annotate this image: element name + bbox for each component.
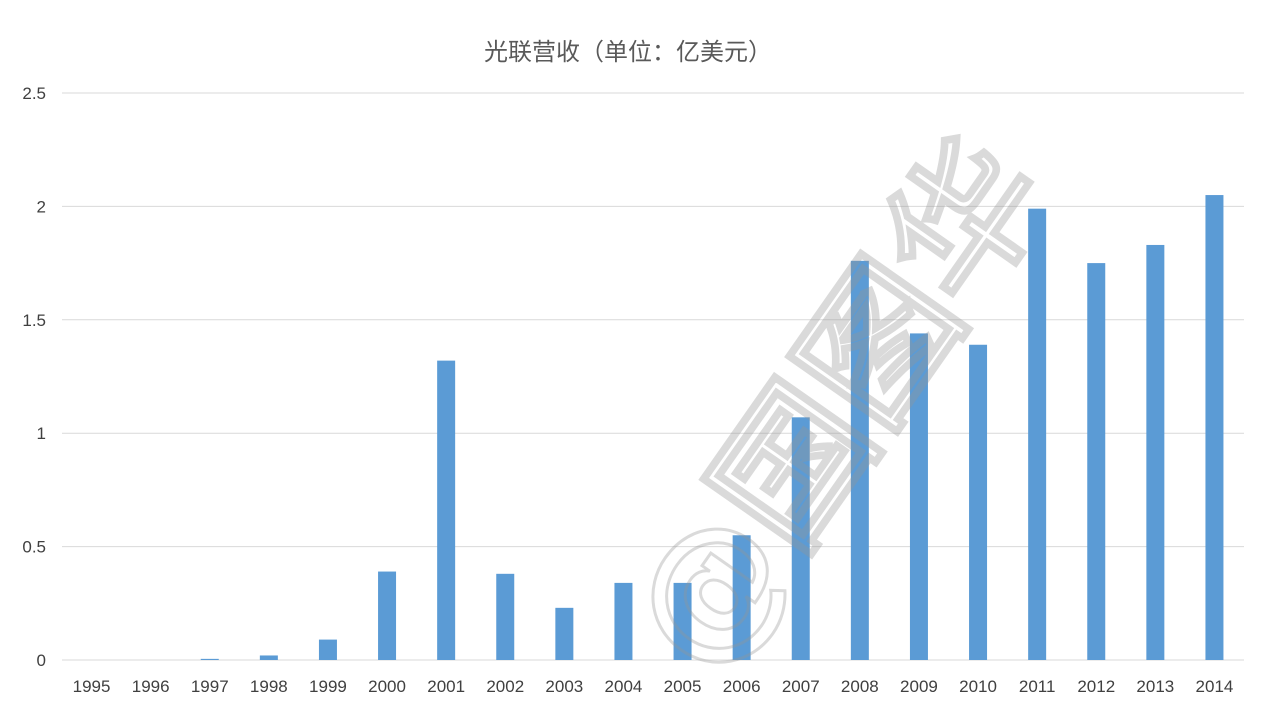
- bar-1998: [259, 655, 278, 660]
- y-tick-label: 0.5: [22, 538, 46, 557]
- x-tick-label: 1996: [132, 677, 170, 696]
- bar-2012: [1087, 263, 1106, 660]
- bar-2000: [378, 571, 397, 660]
- x-tick-label: 2001: [427, 677, 465, 696]
- bar-2002: [496, 573, 515, 660]
- bar-2001: [437, 360, 456, 660]
- bar-2006: [732, 535, 751, 660]
- bar-2013: [1146, 244, 1165, 660]
- bar-2004: [614, 582, 633, 660]
- x-tick-label: 2004: [605, 677, 643, 696]
- chart-title: 光联营收（单位：亿美元）: [484, 38, 772, 66]
- x-tick-label: 1998: [250, 677, 288, 696]
- x-tick-label: 2007: [782, 677, 820, 696]
- x-tick-label: 2013: [1136, 677, 1174, 696]
- x-tick-label: 2002: [486, 677, 524, 696]
- bar-2010: [969, 344, 988, 660]
- bar-2008: [850, 260, 869, 660]
- bar-2003: [555, 607, 574, 660]
- bar-2009: [909, 333, 928, 660]
- x-tick-label: 1999: [309, 677, 347, 696]
- bar-2014: [1205, 195, 1224, 660]
- x-tick-label: 2011: [1019, 677, 1056, 696]
- x-tick-label: 2010: [959, 677, 997, 696]
- x-tick-label: 2000: [368, 677, 406, 696]
- y-tick-label: 1.5: [22, 311, 46, 330]
- bar-2005: [673, 582, 692, 660]
- x-tick-label: 2008: [841, 677, 879, 696]
- x-tick-label: 2014: [1196, 677, 1234, 696]
- y-tick-label: 1: [37, 424, 46, 443]
- bars: [200, 195, 1224, 660]
- x-tick-label: 2003: [545, 677, 583, 696]
- bar-2011: [1028, 208, 1047, 660]
- x-tick-label: 2012: [1077, 677, 1115, 696]
- bar-2007: [791, 417, 810, 660]
- x-tick-label: 2009: [900, 677, 938, 696]
- x-tick-label: 2005: [664, 677, 702, 696]
- y-tick-label: 2.5: [22, 84, 46, 103]
- x-tick-label: 2006: [723, 677, 761, 696]
- x-axis-ticks: 1995 1996 1997 1998 1999 2000 2001 2002 2003 2004…: [73, 677, 1234, 696]
- bar-1997: [200, 658, 219, 660]
- y-tick-label: 2: [37, 197, 46, 216]
- bar-1999: [318, 639, 337, 660]
- y-axis-ticks: 0 0.5 1 1.5 2 2.5: [22, 84, 46, 670]
- x-tick-label: 1995: [73, 677, 111, 696]
- x-tick-label: 1997: [191, 677, 229, 696]
- y-tick-label: 0: [37, 651, 46, 670]
- gridlines: [62, 92, 1244, 661]
- watermark: @国图华: [595, 110, 1082, 701]
